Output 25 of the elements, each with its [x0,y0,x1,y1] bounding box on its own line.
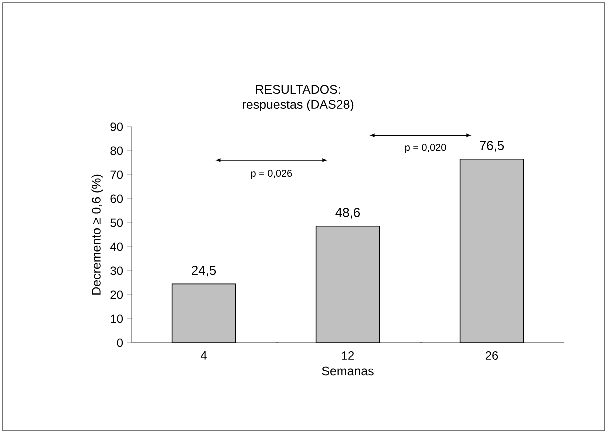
y-axis-title: Decremento ≥ 0,6 (%) [92,174,104,295]
chart-title: RESULTADOS: [256,85,340,94]
y-tick-label: 80 [110,146,124,156]
y-tick-label: 70 [110,170,124,180]
y-tick-label: 0 [117,338,124,348]
y-tick-label: 20 [110,290,124,300]
annotation: p = 0,026 [251,170,292,180]
annotation: p = 0,020 [405,144,446,154]
x-axis-title: Semanas [322,366,374,376]
bar [316,226,380,343]
y-tick-label: 30 [110,266,124,276]
x-tick-label: 26 [486,352,498,360]
y-tick-label: 50 [110,218,124,228]
y-tick-label: 40 [110,242,124,252]
y-tick-label: 90 [110,122,124,132]
y-tick-label: 10 [111,314,124,324]
chart-subtitle: respuestas (DAS28) [243,100,354,112]
x-tick-label: 12 [342,352,354,360]
data-label: 24,5 [192,266,216,277]
y-tick-label: 60 [110,194,124,204]
data-label: 48,6 [336,208,360,219]
bar [460,158,524,343]
bar [172,284,236,343]
x-tick-label: 4 [200,352,207,360]
data-label: 76,5 [480,141,504,152]
